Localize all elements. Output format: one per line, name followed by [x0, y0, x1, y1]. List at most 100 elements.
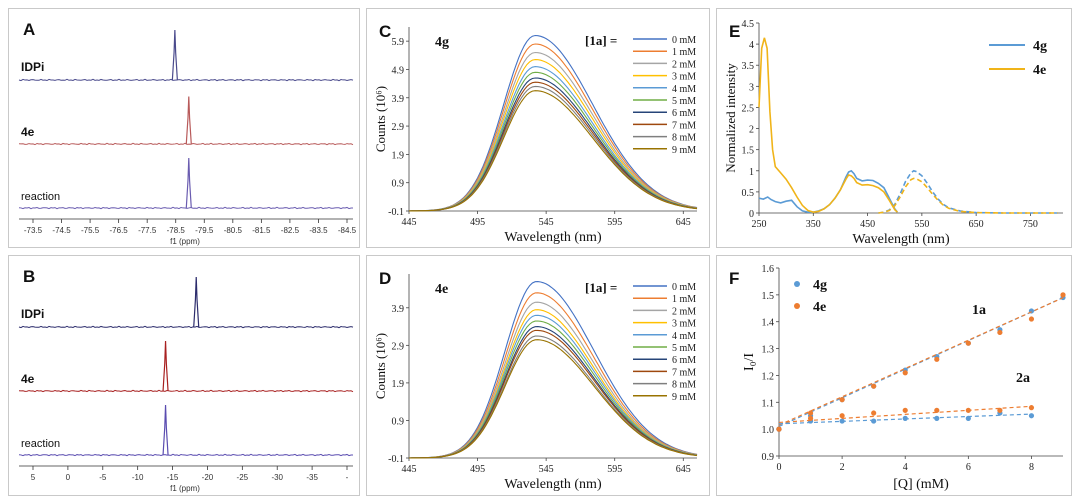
- legend-label: 0 mM: [672, 282, 696, 293]
- data-point: [776, 426, 782, 432]
- x-tick-label: -83.5: [309, 226, 328, 235]
- x-tick-label: 550: [914, 219, 929, 230]
- legend-label: 1 mM: [672, 47, 696, 58]
- y-tick-label: 4.5: [742, 19, 755, 30]
- legend-label: 5 mM: [672, 96, 696, 107]
- panel-label: C: [379, 22, 391, 41]
- panel-label: B: [23, 267, 35, 286]
- legend-label: 9 mM: [672, 392, 696, 403]
- x-tick-label: -15: [167, 473, 179, 482]
- x-tick-label: 495: [470, 464, 485, 475]
- data-point: [839, 397, 845, 403]
- annotation-2a: 2a: [1016, 371, 1030, 386]
- x-tick-label: 6: [966, 462, 971, 473]
- nmr-peak-reaction: [185, 157, 192, 209]
- legend-label: 8 mM: [672, 133, 696, 144]
- y-tick-label: 4: [749, 40, 754, 51]
- y-tick-label: 0: [749, 209, 754, 220]
- x-tick-label: -20: [202, 473, 214, 482]
- panel-label: A: [23, 20, 35, 39]
- nmr-peak-IDPi: [171, 29, 178, 81]
- panel-f: F 0.9 1.0 1.1 1.2 1.3 1.4 1.5 1.6 0 2 4 6 8 [Q] (mM) I₀…: [716, 255, 1072, 496]
- legend-label: 4e: [813, 300, 826, 315]
- legend-swatch: [794, 303, 800, 309]
- fluorescence-chart-d: D 4e -0.1 0.9 1.9 2.9 3.9 445 495 545 595 645 Wavele…: [373, 269, 698, 492]
- x-tick-label: 2: [840, 462, 845, 473]
- y-tick-label: 1.3: [762, 345, 775, 356]
- y-tick-label: 1.9: [392, 379, 405, 390]
- legend-label: 2 mM: [672, 306, 696, 317]
- x-tick-label: 595: [607, 464, 622, 475]
- trace-label-4e: 4e: [21, 372, 35, 386]
- x-tick-label: -80.5: [224, 226, 243, 235]
- y-tick-label: 1.6: [762, 264, 775, 275]
- nmr-trace-4e: [18, 389, 354, 393]
- data-point: [902, 370, 908, 376]
- nmr-chart-a: A IDPi 4e reaction -73.5 -74.5 -75.5 -76.5 -77.5…: [18, 20, 357, 246]
- data-point: [839, 413, 845, 419]
- legend-swatch: [794, 281, 800, 287]
- x-tick-label: 445: [402, 217, 417, 228]
- legend-label: 4g: [1033, 39, 1047, 54]
- x-tick-label: -79.5: [195, 226, 214, 235]
- y-tick-label: 1.0: [762, 425, 775, 436]
- y-tick-label: 3: [749, 82, 754, 93]
- x-tick-label: -77.5: [138, 226, 157, 235]
- y-tick-label: 3.9: [392, 304, 405, 315]
- fluorescence-chart-c: C 4g -0.1 0.9 1.9 2.9 3.9 4.9 5.9 445 495 545 595 645…: [373, 22, 698, 245]
- trace-label-reaction: reaction: [21, 438, 60, 450]
- panel-label: F: [729, 269, 739, 288]
- y-axis-title: Normalized intensity: [723, 63, 738, 173]
- x-tick-label: 650: [969, 219, 984, 230]
- nmr-peak-4e: [162, 340, 169, 392]
- x-tick-label: 545: [539, 217, 554, 228]
- y-axis-title: I₀/I: [742, 353, 757, 371]
- y-tick-label: 1.5: [742, 146, 755, 157]
- y-tick-label: 4.9: [392, 65, 405, 76]
- nmr-peak-IDPi: [193, 276, 200, 328]
- trace-label-reaction: reaction: [21, 191, 60, 203]
- x-tick-label: 5: [31, 473, 36, 482]
- y-tick-label: 2.9: [392, 341, 405, 352]
- data-point: [934, 415, 940, 421]
- data-point: [965, 407, 971, 413]
- legend-label: 3 mM: [672, 319, 696, 330]
- curve-1-mM: [409, 43, 698, 212]
- curve-9-mM: [409, 339, 698, 459]
- compound-label: 4e: [435, 282, 448, 297]
- data-point: [902, 407, 908, 413]
- x-tick-label: 545: [539, 464, 554, 475]
- trace-label-4e: 4e: [21, 125, 35, 139]
- annotation-1a: 1a: [972, 303, 986, 318]
- y-tick-label: 2.5: [742, 103, 755, 114]
- data-point: [1028, 405, 1035, 411]
- y-tick-label: 2.9: [392, 122, 405, 133]
- data-point: [997, 407, 1003, 413]
- x-axis-title: f1 (ppm): [170, 237, 200, 246]
- x-tick-label: -5: [99, 473, 107, 482]
- y-tick-label: 3.5: [742, 61, 755, 72]
- x-tick-label: -73.5: [24, 226, 43, 235]
- data-point: [997, 329, 1003, 336]
- panel-e: E 0 0.5 1 1.5 2 2.5 3 3.5 4 4.5 250 350 450 550 650 750 W…: [716, 8, 1072, 248]
- data-point: [902, 415, 908, 421]
- x-tick-label: -82.5: [281, 226, 300, 235]
- data-point: [965, 340, 971, 346]
- data-point: [1060, 292, 1066, 298]
- x-tick-label: 450: [860, 219, 875, 230]
- compound-label: 4g: [435, 35, 449, 50]
- legend-label: 7 mM: [672, 367, 696, 378]
- fit-line: [778, 297, 1064, 426]
- y-tick-label: -0.1: [388, 207, 404, 218]
- x-tick-label: -10: [132, 473, 144, 482]
- nmr-trace-reaction: [18, 453, 354, 457]
- x-tick-label: -75.5: [81, 226, 100, 235]
- x-tick-label: 0: [777, 462, 782, 473]
- nmr-trace-IDPi: [18, 325, 354, 329]
- x-tick-label: -84.5: [338, 226, 357, 235]
- data-point: [934, 356, 940, 362]
- data-point: [807, 410, 814, 416]
- y-tick-label: 0.9: [762, 452, 775, 463]
- legend-label: 7 mM: [672, 120, 696, 131]
- series-4e-em: [878, 177, 1058, 214]
